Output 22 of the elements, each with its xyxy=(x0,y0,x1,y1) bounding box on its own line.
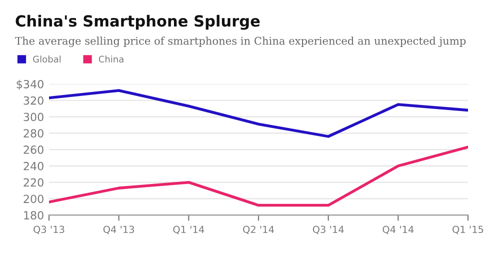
x-tick-label: Q2 '14 xyxy=(243,226,274,234)
line-series xyxy=(49,89,468,138)
legend-label: Global xyxy=(33,56,61,63)
y-tick-label: 180 xyxy=(24,211,44,220)
y-tick-label: 280 xyxy=(24,129,44,138)
y-tick-label: 300 xyxy=(24,112,44,122)
x-tick-label: Q1 '15 xyxy=(452,226,484,234)
y-tick-label: 320 xyxy=(24,96,44,105)
line-series xyxy=(49,146,468,207)
x-tick-label: Q3 '14 xyxy=(312,226,344,234)
y-tick-label: 200 xyxy=(24,194,44,204)
y-tick-label: 240 xyxy=(24,162,44,170)
x-tick-label: Q4 '14 xyxy=(382,226,414,234)
chart-title: China's Smartphone Splurge xyxy=(16,14,260,30)
y-tick-label: 220 xyxy=(24,178,44,187)
x-tick-label: Q1 '14 xyxy=(173,226,204,234)
x-tick-label: Q3 '13 xyxy=(34,226,64,234)
chart-subtitle: The average selling price of smartphones in China experienced an unexpected jump xyxy=(15,36,466,47)
y-tick-label: $340 xyxy=(16,80,44,90)
y-tick-label: 260 xyxy=(24,146,44,154)
x-tick-label: Q4 '13 xyxy=(103,226,134,234)
legend-label: China xyxy=(98,56,124,63)
